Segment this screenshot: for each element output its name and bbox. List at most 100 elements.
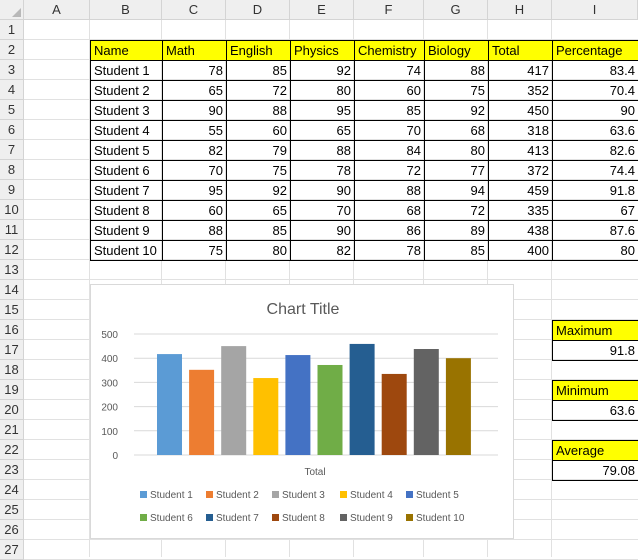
score-cell[interactable]: 72: [226, 80, 291, 101]
score-cell[interactable]: 88: [424, 60, 489, 81]
score-cell[interactable]: 78: [290, 160, 355, 181]
row-header-11[interactable]: 11: [0, 220, 24, 240]
score-cell[interactable]: 459: [488, 180, 553, 201]
score-cell[interactable]: 55: [162, 120, 227, 141]
student-name-cell[interactable]: Student 10: [90, 240, 163, 261]
row-header-8[interactable]: 8: [0, 160, 24, 180]
row-header-20[interactable]: 20: [0, 400, 24, 420]
row-header-7[interactable]: 7: [0, 140, 24, 160]
score-cell[interactable]: 60: [226, 120, 291, 141]
score-cell[interactable]: 80: [290, 80, 355, 101]
row-header-21[interactable]: 21: [0, 420, 24, 440]
score-cell[interactable]: 78: [354, 240, 425, 261]
score-cell[interactable]: 90: [290, 220, 355, 241]
score-cell[interactable]: 80: [424, 140, 489, 161]
score-cell[interactable]: 82: [290, 240, 355, 261]
score-cell[interactable]: 65: [290, 120, 355, 141]
table-header-cell[interactable]: English: [226, 40, 291, 61]
score-cell[interactable]: 88: [354, 180, 425, 201]
score-cell[interactable]: 65: [162, 80, 227, 101]
score-cell[interactable]: 92: [424, 100, 489, 121]
score-cell[interactable]: 70: [162, 160, 227, 181]
stat-label-maximum[interactable]: Maximum: [552, 320, 638, 341]
score-cell[interactable]: 80: [226, 240, 291, 261]
score-cell[interactable]: 67: [552, 200, 638, 221]
score-cell[interactable]: 80: [552, 240, 638, 261]
score-cell[interactable]: 70: [290, 200, 355, 221]
column-header-a[interactable]: A: [24, 0, 90, 20]
row-header-5[interactable]: 5: [0, 100, 24, 120]
score-cell[interactable]: 86: [354, 220, 425, 241]
column-header-c[interactable]: C: [162, 0, 226, 20]
score-cell[interactable]: 84: [354, 140, 425, 161]
score-cell[interactable]: 68: [354, 200, 425, 221]
row-header-19[interactable]: 19: [0, 380, 24, 400]
stat-label-average[interactable]: Average: [552, 440, 638, 461]
stat-value-minimum[interactable]: 63.6: [552, 400, 638, 421]
score-cell[interactable]: 72: [354, 160, 425, 181]
row-header-26[interactable]: 26: [0, 520, 24, 540]
student-name-cell[interactable]: Student 3: [90, 100, 163, 121]
score-cell[interactable]: 83.4: [552, 60, 638, 81]
row-header-15[interactable]: 15: [0, 300, 24, 320]
student-name-cell[interactable]: Student 5: [90, 140, 163, 161]
score-cell[interactable]: 413: [488, 140, 553, 161]
score-cell[interactable]: 75: [162, 240, 227, 261]
score-cell[interactable]: 95: [162, 180, 227, 201]
student-name-cell[interactable]: Student 1: [90, 60, 163, 81]
select-all-corner[interactable]: [0, 0, 24, 20]
score-cell[interactable]: 85: [226, 220, 291, 241]
column-header-d[interactable]: D: [226, 0, 290, 20]
score-cell[interactable]: 450: [488, 100, 553, 121]
score-cell[interactable]: 85: [354, 100, 425, 121]
score-cell[interactable]: 77: [424, 160, 489, 181]
bar-chart[interactable]: Chart Title 0 100 200 300 400 500 Total Student …: [90, 284, 514, 539]
score-cell[interactable]: 335: [488, 200, 553, 221]
row-header-10[interactable]: 10: [0, 200, 24, 220]
stat-value-maximum[interactable]: 91.8: [552, 340, 638, 361]
table-header-cell[interactable]: Total: [488, 40, 553, 61]
table-header-cell[interactable]: Math: [162, 40, 227, 61]
row-header-24[interactable]: 24: [0, 480, 24, 500]
row-header-25[interactable]: 25: [0, 500, 24, 520]
row-header-13[interactable]: 13: [0, 260, 24, 280]
row-header-3[interactable]: 3: [0, 60, 24, 80]
column-header-i[interactable]: I: [552, 0, 638, 20]
score-cell[interactable]: 82: [162, 140, 227, 161]
score-cell[interactable]: 63.6: [552, 120, 638, 141]
row-header-27[interactable]: 27: [0, 540, 24, 560]
score-cell[interactable]: 74.4: [552, 160, 638, 181]
score-cell[interactable]: 74: [354, 60, 425, 81]
score-cell[interactable]: 91.8: [552, 180, 638, 201]
column-header-h[interactable]: H: [488, 0, 552, 20]
score-cell[interactable]: 92: [290, 60, 355, 81]
table-header-cell[interactable]: Name: [90, 40, 163, 61]
score-cell[interactable]: 75: [226, 160, 291, 181]
score-cell[interactable]: 88: [162, 220, 227, 241]
row-header-14[interactable]: 14: [0, 280, 24, 300]
score-cell[interactable]: 79: [226, 140, 291, 161]
stat-label-minimum[interactable]: Minimum: [552, 380, 638, 401]
student-name-cell[interactable]: Student 8: [90, 200, 163, 221]
score-cell[interactable]: 372: [488, 160, 553, 181]
score-cell[interactable]: 65: [226, 200, 291, 221]
score-cell[interactable]: 400: [488, 240, 553, 261]
row-header-23[interactable]: 23: [0, 460, 24, 480]
score-cell[interactable]: 318: [488, 120, 553, 141]
row-header-2[interactable]: 2: [0, 40, 24, 60]
score-cell[interactable]: 78: [162, 60, 227, 81]
row-header-6[interactable]: 6: [0, 120, 24, 140]
score-cell[interactable]: 94: [424, 180, 489, 201]
score-cell[interactable]: 438: [488, 220, 553, 241]
score-cell[interactable]: 90: [162, 100, 227, 121]
table-header-cell[interactable]: Chemistry: [354, 40, 425, 61]
score-cell[interactable]: 95: [290, 100, 355, 121]
score-cell[interactable]: 85: [226, 60, 291, 81]
row-header-1[interactable]: 1: [0, 20, 24, 40]
score-cell[interactable]: 75: [424, 80, 489, 101]
row-header-22[interactable]: 22: [0, 440, 24, 460]
score-cell[interactable]: 70: [354, 120, 425, 141]
student-name-cell[interactable]: Student 7: [90, 180, 163, 201]
score-cell[interactable]: 68: [424, 120, 489, 141]
score-cell[interactable]: 90: [552, 100, 638, 121]
